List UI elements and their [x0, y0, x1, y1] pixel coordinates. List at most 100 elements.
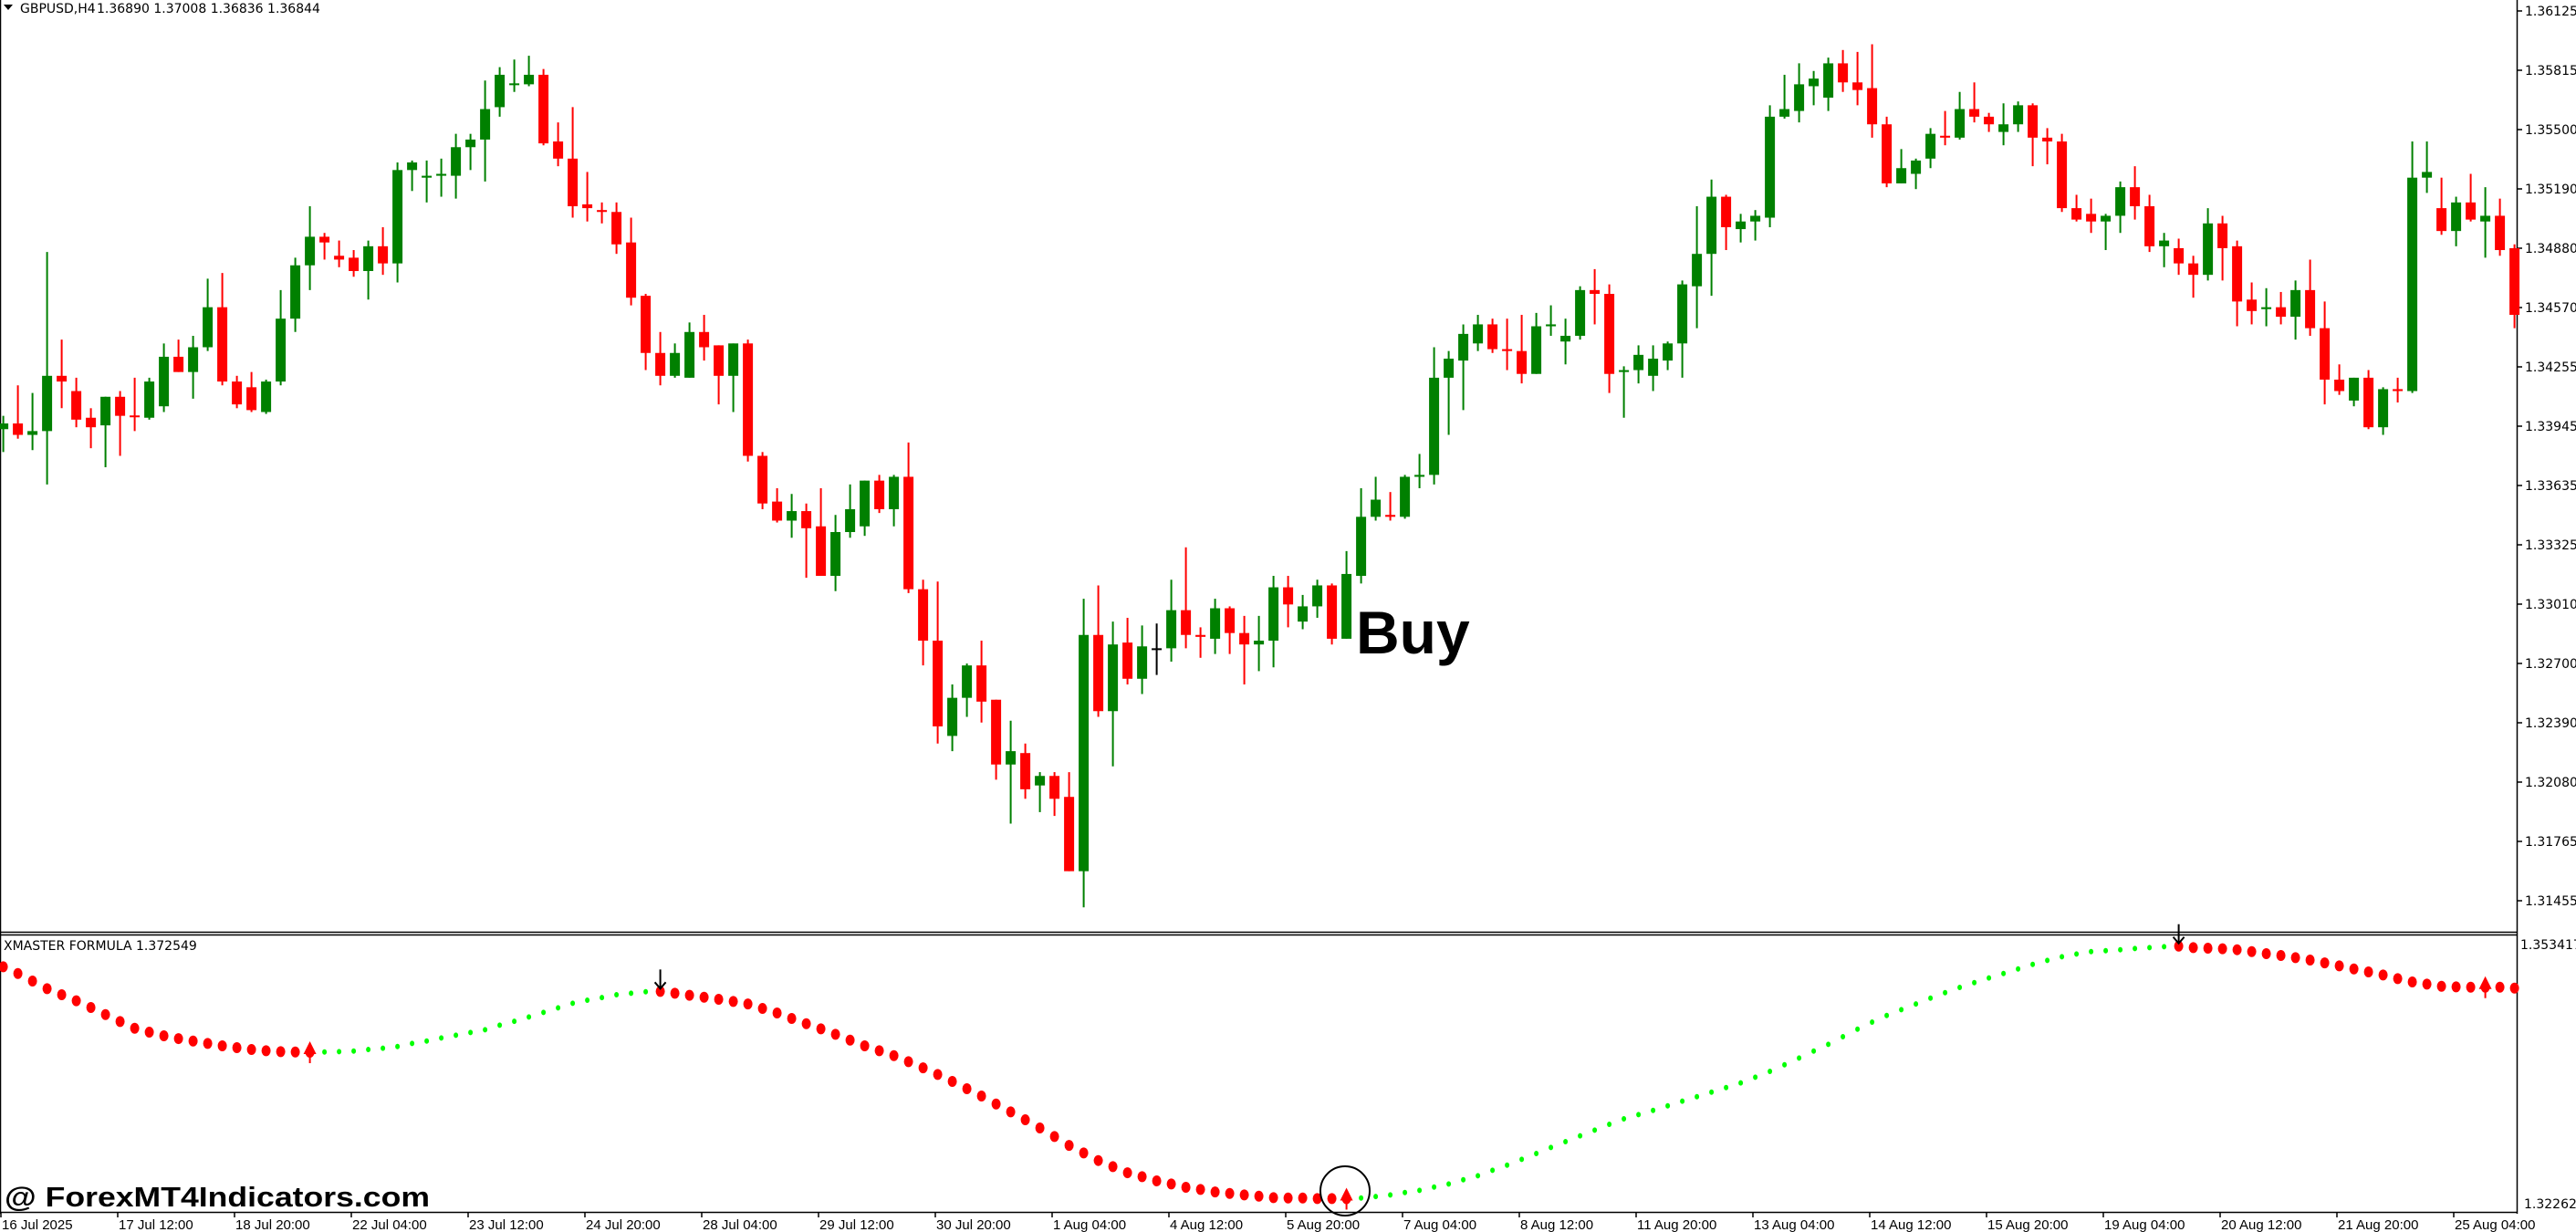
candle [976, 641, 987, 723]
candle-body [422, 175, 433, 178]
candle [2393, 377, 2404, 403]
candle-body [2174, 247, 2185, 264]
candle-body [334, 256, 345, 260]
indicator-dot-down [2320, 957, 2330, 969]
indicator-dot-down [1298, 1192, 1308, 1204]
indicator-dot-down [276, 1046, 286, 1058]
candle [57, 339, 68, 409]
candle [2436, 177, 2447, 235]
indicator-dot-up [2030, 961, 2036, 967]
candle [451, 133, 462, 199]
indicator-dot-down [772, 1008, 782, 1019]
indicator-dot-down [903, 1056, 913, 1068]
indicator-dot-down [2378, 969, 2388, 981]
candle [509, 59, 520, 92]
candle [1166, 579, 1177, 662]
candle [42, 252, 53, 485]
candle-body [42, 375, 53, 432]
candle [684, 322, 695, 378]
candle-body [173, 356, 184, 372]
indicator-dot-up [366, 1047, 371, 1053]
collapse-triangle-icon[interactable] [4, 5, 13, 10]
candle [480, 80, 491, 182]
candle [845, 484, 856, 538]
indicator-dot-up [2001, 970, 2007, 976]
indicator-dot-down [27, 975, 37, 987]
candle-body [874, 480, 885, 509]
candle-body [2071, 208, 2082, 220]
indicator-dot-down [962, 1083, 972, 1095]
candle [947, 684, 958, 752]
candle [568, 107, 579, 218]
candle [2144, 194, 2155, 253]
indicator-dot-down [670, 987, 680, 999]
indicator-dot-up [1928, 995, 1934, 1001]
candle-body [830, 532, 841, 577]
candle-body [115, 396, 126, 416]
candle-body [1765, 116, 1776, 218]
indicator-dot-down [1210, 1186, 1220, 1198]
time-tick-label: 22 Jul 04:00 [352, 1217, 427, 1232]
indicator-dot-up [2060, 954, 2065, 960]
indicator-dot-down [947, 1076, 957, 1088]
candle-body [1998, 124, 2009, 132]
candle [422, 160, 433, 203]
price-tick-label: 1.34880 [2525, 242, 2576, 256]
indicator-dot-down [2422, 978, 2432, 990]
candle-body [670, 352, 681, 376]
candle [1298, 594, 1309, 630]
indicator-dot-down [2217, 943, 2227, 955]
symbol-label: GBPUSD,H4 [20, 2, 96, 16]
candle [1020, 743, 1031, 799]
candle [71, 377, 82, 428]
candle-body [1298, 606, 1309, 622]
candle-body [1896, 168, 1907, 183]
candle-body [2378, 389, 2389, 428]
candle [1035, 772, 1046, 812]
time-tick-label: 25 Aug 04:00 [2455, 1217, 2535, 1232]
candle [1867, 44, 1878, 138]
candle [1385, 492, 1396, 521]
time-tick-label: 5 Aug 20:00 [1287, 1217, 1360, 1232]
candle [2013, 101, 2024, 132]
candle-body [1049, 776, 1060, 799]
candle [130, 377, 141, 432]
candle [889, 475, 900, 527]
candle-body [816, 526, 827, 577]
indicator-dot-down [188, 1035, 198, 1047]
indicator-dot-up [556, 1005, 561, 1011]
indicator-label: XMASTER FORMULA 1.372549 [4, 939, 197, 954]
price-axis[interactable]: 1.36125 1.35815 1.35500 1.35190 1.34880 1.345… [2518, 5, 2576, 909]
candle-body [655, 352, 666, 376]
candle [27, 392, 38, 451]
indicator-dot-down [2393, 973, 2403, 985]
candle [2203, 208, 2214, 281]
candle-body [1794, 84, 1805, 111]
candle [1152, 623, 1163, 675]
indicator-dot-up [629, 990, 634, 997]
candle [816, 487, 827, 577]
candle [1750, 210, 1761, 241]
candle-body [1166, 610, 1177, 649]
candle-body [1502, 349, 1513, 351]
candle [728, 343, 739, 412]
candle [1429, 347, 1440, 485]
candle-body [1312, 585, 1323, 607]
candle-body [451, 147, 462, 176]
candle [1312, 579, 1323, 618]
candle [2247, 282, 2258, 325]
candle-body [1736, 221, 1747, 230]
indicator-dot-up [585, 997, 590, 1004]
candle [903, 442, 914, 593]
candle-body [772, 501, 783, 521]
indicator-dot-down [1327, 1193, 1337, 1205]
indicator-dot-down [217, 1040, 227, 1052]
candle [1560, 318, 1571, 365]
time-axis[interactable]: 16 Jul 2025 17 Jul 12:00 18 Jul 20:00 22 Ju… [0, 1213, 2535, 1232]
indicator-dot-down [1079, 1147, 1089, 1159]
candle-body [1137, 646, 1148, 679]
candle [1341, 550, 1352, 639]
candle [714, 345, 725, 405]
candle-body [319, 236, 330, 243]
